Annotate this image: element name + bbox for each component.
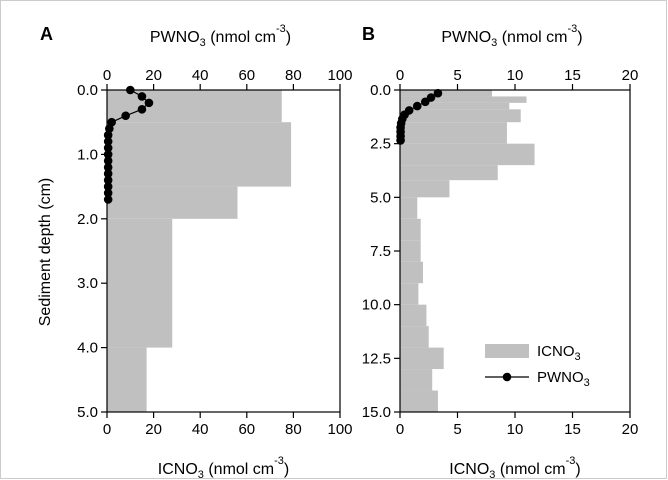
icno3-bar bbox=[400, 102, 510, 110]
top-x-tick-label: 5 bbox=[453, 67, 461, 84]
icno3-bar bbox=[107, 218, 173, 348]
icno3-bar bbox=[400, 304, 427, 327]
pwno3-point bbox=[103, 150, 113, 159]
y-tick-label: 10.0 bbox=[362, 297, 391, 314]
y-tick-label: 7.5 bbox=[370, 243, 391, 260]
pwno3-point bbox=[126, 85, 135, 95]
top-x-tick-label: 20 bbox=[145, 67, 162, 84]
pwno3-point bbox=[103, 162, 113, 172]
pwno3-point bbox=[103, 130, 113, 140]
legend-swatch-marker bbox=[502, 372, 512, 382]
legend-swatch-icno3 bbox=[485, 344, 529, 358]
top-x-axis-label: PWNO3 (nmol cm-3) bbox=[150, 23, 291, 49]
icno3-bar bbox=[400, 326, 429, 348]
icno3-bar bbox=[400, 122, 507, 144]
bottom-x-tick-label: 100 bbox=[327, 421, 352, 438]
pwno3-point bbox=[137, 105, 147, 114]
icno3-bar bbox=[107, 186, 238, 219]
pwno3-point bbox=[105, 124, 114, 133]
top-x-tick-label: 60 bbox=[238, 67, 255, 84]
top-x-tick-label: 0 bbox=[103, 67, 111, 84]
bottom-x-tick-label: 20 bbox=[622, 421, 639, 438]
pwno3-point bbox=[144, 98, 154, 108]
icno3-bar bbox=[107, 122, 292, 187]
top-x-tick-label: 80 bbox=[285, 67, 302, 84]
bottom-x-tick-label: 0 bbox=[396, 421, 404, 438]
icno3-bar bbox=[107, 347, 147, 412]
pwno3-point bbox=[103, 188, 113, 198]
pwno3-point bbox=[103, 169, 113, 179]
top-x-tick-label: 0 bbox=[396, 67, 404, 84]
panel-a: 0.0 1.0 2.0 3.0 4.0 5.0 0 20 40 60 80 100 0 20 40 60 80 1… bbox=[40, 23, 353, 480]
top-x-tick-label: 20 bbox=[622, 67, 639, 84]
y-tick-label: 0.0 bbox=[370, 82, 391, 99]
icno3-bar bbox=[400, 390, 438, 412]
bottom-x-tick-label: 60 bbox=[238, 421, 255, 438]
pwno3-point bbox=[103, 182, 113, 191]
pwno3-point bbox=[103, 156, 113, 166]
y-tick-label: 3.0 bbox=[77, 275, 98, 292]
y-tick-label: 5.0 bbox=[370, 189, 391, 206]
icno3-bar bbox=[107, 90, 282, 123]
panel-b: 0.0 2.5 5.0 7.5 10.0 12.5 15.0 0 5 10 15 20 0 5 10 15 20… bbox=[362, 23, 639, 480]
bottom-x-axis-label: ICNO3 (nmol cm-3) bbox=[449, 455, 580, 480]
y-tick-label: 0.0 bbox=[77, 82, 98, 99]
pwno3-point bbox=[103, 137, 113, 146]
legend-label: ICNO3 bbox=[537, 343, 581, 363]
bottom-x-tick-label: 80 bbox=[285, 421, 302, 438]
y-tick-label: 5.0 bbox=[77, 404, 98, 421]
bottom-x-axis-label: ICNO3 (nmol cm-3) bbox=[158, 455, 289, 480]
pwno3-point bbox=[412, 101, 422, 111]
icno3-bar bbox=[400, 165, 498, 181]
y-axis-label: Sediment depth (cm) bbox=[37, 178, 54, 327]
pwno3-point bbox=[421, 97, 430, 107]
icno3-bar bbox=[400, 261, 423, 284]
icno3-bar bbox=[400, 109, 521, 123]
icno3-bar bbox=[400, 197, 418, 219]
icno3-bar bbox=[400, 347, 444, 370]
icno3-bar bbox=[400, 90, 492, 97]
pwno3-point bbox=[137, 92, 147, 101]
legend-label: PWNO3 bbox=[537, 369, 590, 389]
top-x-tick-label: 100 bbox=[327, 67, 352, 84]
icno3-bar bbox=[400, 218, 421, 241]
panel-letter: B bbox=[362, 24, 375, 44]
top-x-tick-label: 15 bbox=[564, 67, 581, 84]
bottom-x-tick-label: 15 bbox=[564, 421, 581, 438]
pwno3-point bbox=[121, 111, 130, 121]
pwno3-point bbox=[103, 195, 113, 204]
y-tick-label: 1.0 bbox=[77, 146, 98, 163]
top-x-tick-label: 40 bbox=[192, 67, 209, 84]
bottom-x-tick-label: 0 bbox=[103, 421, 111, 438]
y-tick-label: 2.5 bbox=[370, 136, 391, 153]
pwno3-point bbox=[103, 143, 113, 153]
pwno3-point bbox=[396, 136, 405, 145]
y-tick-label: 2.0 bbox=[77, 211, 98, 228]
icno3-bar bbox=[400, 369, 433, 391]
icno3-bar bbox=[400, 96, 527, 103]
top-x-tick-label: 10 bbox=[507, 67, 524, 84]
y-tick-label: 12.5 bbox=[362, 350, 391, 367]
bottom-x-tick-label: 10 bbox=[507, 421, 524, 438]
y-tick-label: 15.0 bbox=[362, 404, 391, 421]
y-tick-label: 4.0 bbox=[77, 340, 98, 357]
icno3-bar bbox=[400, 180, 450, 198]
panel-letter: A bbox=[40, 24, 53, 44]
bottom-x-tick-label: 20 bbox=[145, 421, 162, 438]
icno3-bar bbox=[400, 240, 421, 262]
bottom-x-tick-label: 5 bbox=[453, 421, 461, 438]
bottom-x-tick-label: 40 bbox=[192, 421, 209, 438]
pwno3-point bbox=[433, 88, 443, 98]
plot-frame bbox=[106, 89, 341, 413]
icno3-bar bbox=[400, 143, 535, 166]
icno3-bar bbox=[400, 283, 419, 305]
top-x-axis-label: PWNO3 (nmol cm-3) bbox=[441, 23, 582, 49]
pwno3-point bbox=[103, 175, 113, 185]
